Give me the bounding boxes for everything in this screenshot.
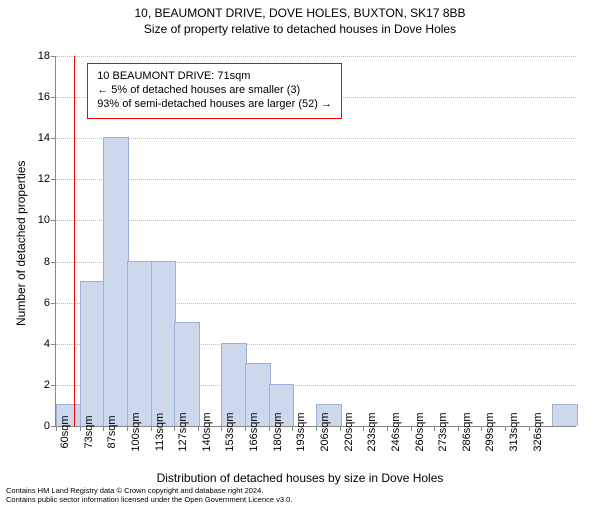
y-tick-label: 2 (44, 379, 50, 391)
histogram-bar (80, 281, 106, 426)
x-tick-label: 326sqm (532, 412, 544, 451)
histogram-plot: 02468101214161860sqm73sqm87sqm100sqm113s… (55, 56, 576, 427)
x-tick-mark (174, 426, 175, 431)
x-tick-label: 206sqm (319, 412, 331, 451)
y-tick-label: 4 (44, 338, 50, 350)
histogram-bar (552, 404, 578, 426)
x-tick-label: 220sqm (343, 412, 355, 451)
x-tick-mark (458, 426, 459, 431)
x-tick-mark (340, 426, 341, 431)
x-tick-label: 153sqm (224, 412, 236, 451)
x-tick-label: 233sqm (366, 412, 378, 451)
page-title: 10, BEAUMONT DRIVE, DOVE HOLES, BUXTON, … (0, 6, 600, 20)
y-tick-mark (51, 220, 56, 221)
x-tick-label: 299sqm (484, 412, 496, 451)
y-tick-label: 0 (44, 420, 50, 432)
y-tick-label: 6 (44, 297, 50, 309)
y-gridline (56, 179, 576, 180)
y-tick-mark (51, 179, 56, 180)
x-tick-label: 60sqm (59, 415, 71, 448)
x-tick-label: 127sqm (177, 412, 189, 451)
x-tick-label: 193sqm (295, 412, 307, 451)
x-tick-mark (411, 426, 412, 431)
histogram-bar (103, 137, 129, 426)
annotation-line-1: 10 BEAUMONT DRIVE: 71sqm (97, 70, 332, 84)
y-tick-label: 16 (38, 91, 50, 103)
y-tick-mark (51, 344, 56, 345)
x-tick-mark (103, 426, 104, 431)
x-tick-mark (481, 426, 482, 431)
histogram-bar (151, 261, 177, 426)
y-gridline (56, 220, 576, 221)
footer-line-1: Contains HM Land Registry data © Crown c… (6, 486, 292, 495)
x-tick-label: 246sqm (390, 412, 402, 451)
x-tick-mark (221, 426, 222, 431)
x-tick-mark (80, 426, 81, 431)
x-tick-label: 113sqm (154, 413, 166, 451)
annotation-line-2: ← 5% of detached houses are smaller (3) (97, 84, 332, 98)
x-tick-label: 313sqm (508, 412, 520, 451)
x-tick-label: 166sqm (248, 412, 260, 451)
y-tick-label: 10 (38, 214, 50, 226)
x-tick-mark (316, 426, 317, 431)
x-tick-mark (56, 426, 57, 431)
y-axis-label: Number of detached properties (14, 161, 28, 326)
y-gridline (56, 56, 576, 57)
x-tick-label: 286sqm (461, 412, 473, 451)
footer: Contains HM Land Registry data © Crown c… (6, 484, 292, 504)
x-tick-mark (198, 426, 199, 431)
y-tick-mark (51, 303, 56, 304)
x-tick-label: 73sqm (83, 415, 95, 448)
histogram-bar (174, 322, 200, 426)
x-tick-label: 180sqm (272, 412, 284, 451)
property-marker-line (74, 56, 75, 426)
y-tick-mark (51, 262, 56, 263)
chart-area: 02468101214161860sqm73sqm87sqm100sqm113s… (55, 56, 575, 426)
y-gridline (56, 138, 576, 139)
x-tick-mark (387, 426, 388, 431)
x-tick-mark (434, 426, 435, 431)
annotation-line-3: 93% of semi-detached houses are larger (… (97, 98, 332, 112)
y-tick-label: 8 (44, 256, 50, 268)
x-tick-label: 100sqm (130, 412, 142, 451)
x-tick-mark (363, 426, 364, 431)
x-tick-label: 87sqm (106, 415, 118, 448)
page: 10, BEAUMONT DRIVE, DOVE HOLES, BUXTON, … (0, 6, 600, 506)
y-tick-mark (51, 138, 56, 139)
x-tick-label: 260sqm (414, 412, 426, 451)
page-subtitle: Size of property relative to detached ho… (0, 22, 600, 36)
x-tick-label: 273sqm (437, 412, 449, 451)
y-tick-label: 14 (38, 132, 50, 144)
x-tick-mark (292, 426, 293, 431)
x-tick-mark (529, 426, 530, 431)
y-tick-mark (51, 56, 56, 57)
annotation-box: 10 BEAUMONT DRIVE: 71sqm← 5% of detached… (87, 63, 342, 118)
y-tick-label: 18 (38, 50, 50, 62)
x-tick-mark (269, 426, 270, 431)
x-tick-mark (127, 426, 128, 431)
x-tick-mark (245, 426, 246, 431)
histogram-bar (127, 261, 153, 426)
x-axis-label: Distribution of detached houses by size … (0, 471, 600, 485)
x-tick-label: 140sqm (201, 412, 213, 451)
x-tick-mark (505, 426, 506, 431)
y-tick-mark (51, 97, 56, 98)
x-tick-mark (151, 426, 152, 431)
y-tick-label: 12 (38, 173, 50, 185)
y-tick-mark (51, 385, 56, 386)
